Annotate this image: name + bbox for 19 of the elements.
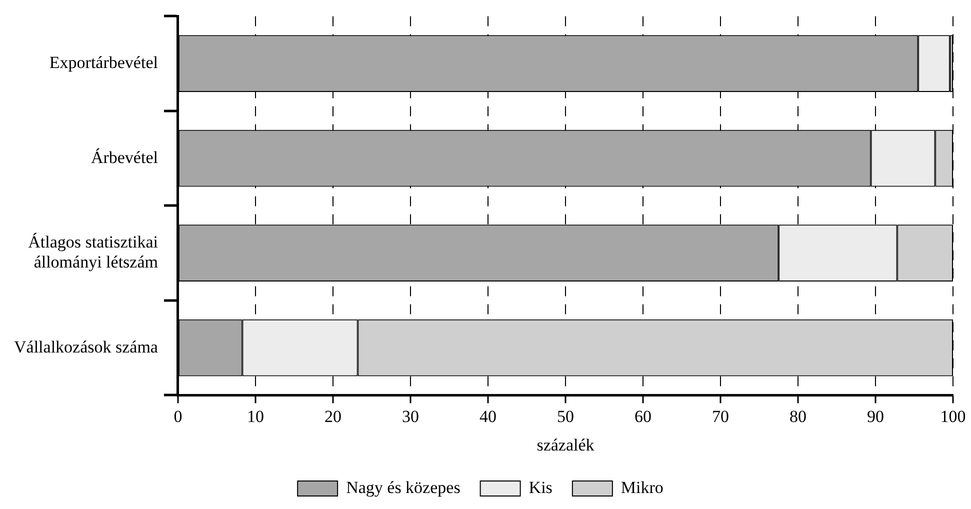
- x-tick-label: 100: [940, 406, 966, 426]
- x-axis-title: százalék: [536, 435, 595, 454]
- x-tick-label: 70: [712, 406, 729, 426]
- x-tick-label: 40: [479, 406, 496, 426]
- x-tick-label: 80: [789, 406, 806, 426]
- y-tick-label: Exportárbevétel: [49, 53, 158, 72]
- x-tick-label: 90: [866, 406, 884, 426]
- x-tick-label: 60: [634, 406, 652, 426]
- x-tick-label: 30: [402, 406, 419, 426]
- x-tick-label: 20: [324, 406, 342, 426]
- x-tick-label: 0: [174, 406, 182, 426]
- x-tick-label: 50: [556, 406, 574, 426]
- y-tick-label: Vállalkozások száma: [14, 337, 158, 356]
- legend-label: Mikro: [620, 478, 664, 497]
- legend-label: Kis: [528, 478, 552, 497]
- x-tick-label: 10: [246, 406, 264, 426]
- y-tick-label: Árbevétel: [90, 148, 158, 167]
- y-tick-label: Átlagos statisztikai állományi létszám: [28, 232, 158, 272]
- legend-label: Nagy és közepes: [346, 478, 460, 497]
